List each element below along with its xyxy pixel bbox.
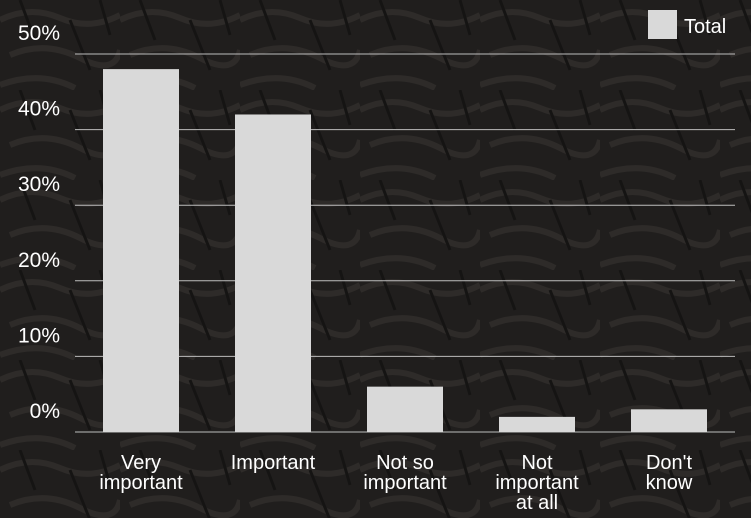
bar <box>631 409 707 432</box>
x-tick-label-line: Important <box>231 452 316 474</box>
x-tick-label-line: at all <box>516 492 558 514</box>
y-tick-label: 40% <box>18 98 60 121</box>
bar <box>103 69 179 433</box>
x-tick-label-line: Very <box>121 452 161 474</box>
y-tick-label: 10% <box>18 324 60 347</box>
x-tick-label: Don't know <box>646 452 693 494</box>
x-tick-label: Not so important <box>363 452 447 494</box>
x-tick-label-line: Don't <box>646 452 693 474</box>
bar <box>499 416 575 432</box>
x-tick-label-line: Not so <box>376 452 434 474</box>
y-tick-label: 50% <box>18 22 60 45</box>
x-tick-label-line: important <box>495 472 579 494</box>
grid-lines <box>75 53 735 433</box>
x-tick-label-line: know <box>646 472 693 494</box>
y-axis-ticks: 0% 10% 20% 30% 40% 50% <box>18 22 60 423</box>
y-tick-label: 20% <box>18 249 60 272</box>
x-tick-label: Important <box>231 452 316 474</box>
bars <box>103 69 707 433</box>
x-tick-label-line: important <box>99 472 183 494</box>
bar <box>367 386 443 432</box>
x-tick-label: Not important at all <box>495 452 579 514</box>
legend-swatch-total <box>648 10 677 39</box>
y-tick-label: 30% <box>18 173 60 196</box>
x-tick-label: Very important <box>99 452 183 494</box>
x-tick-label-line: Not <box>521 452 553 474</box>
x-tick-label-line: important <box>363 472 447 494</box>
bar <box>235 114 311 432</box>
y-tick-label: 0% <box>30 400 60 423</box>
legend: Total <box>648 10 726 39</box>
legend-label-total: Total <box>684 16 726 38</box>
